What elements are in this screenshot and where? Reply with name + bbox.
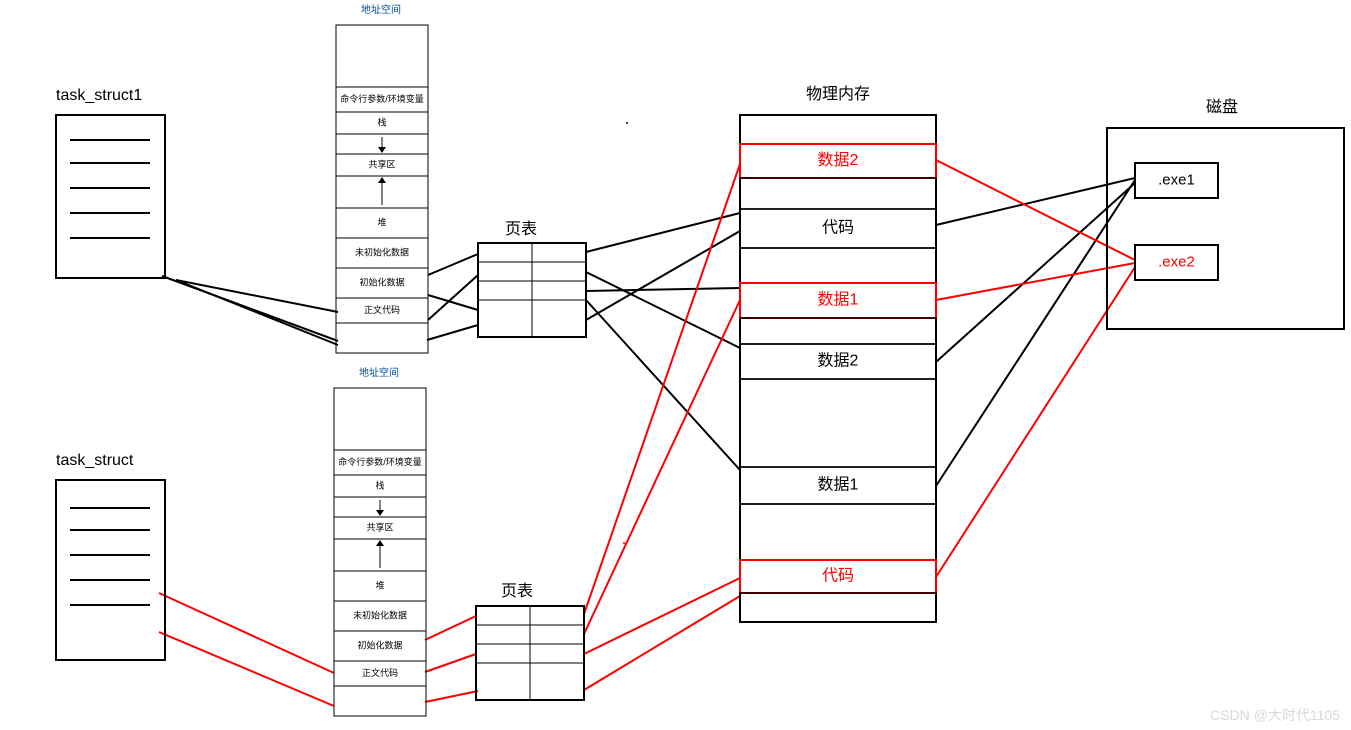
watermark: CSDN @大时代1105 xyxy=(1210,707,1340,723)
addr-space-title: 地址空间 xyxy=(359,366,399,379)
addr-space-cell-label: 堆 xyxy=(375,580,384,590)
edge xyxy=(159,632,334,706)
arrow-up-head xyxy=(378,177,386,183)
edge xyxy=(936,180,1135,486)
edge xyxy=(586,272,740,348)
addr-space-cell-label: 初始化数据 xyxy=(357,639,402,650)
disk-file-label: .exe2 xyxy=(1158,253,1195,270)
addr-space-cell-label: 栈 xyxy=(375,479,384,490)
addr-space-cell-label: 命令行参数/环境变量 xyxy=(340,93,424,104)
addr-space-cell-label: 未初始化数据 xyxy=(353,609,407,620)
edge xyxy=(586,231,740,320)
edge xyxy=(425,616,476,640)
task-struct-label: task_struct1 xyxy=(56,87,142,104)
edge xyxy=(584,300,740,634)
edge xyxy=(428,254,478,275)
edge xyxy=(936,267,1135,577)
phys-mem-cell-label: 数据2 xyxy=(818,151,859,169)
edge xyxy=(159,593,334,673)
phys-mem-cell xyxy=(740,248,936,283)
phys-mem-cell xyxy=(740,178,936,209)
disk-title: 磁盘 xyxy=(1206,97,1238,116)
disk-file-label: .exe1 xyxy=(1158,171,1195,188)
phys-mem-cell xyxy=(740,115,936,144)
arrow-down-head xyxy=(378,147,386,153)
edge xyxy=(936,178,1135,225)
addr-space-title: 地址空间 xyxy=(361,3,401,16)
arrow-up-head xyxy=(376,540,384,546)
addr-space-cell-label: 初始化数据 xyxy=(359,276,404,287)
edge xyxy=(425,691,478,702)
edge xyxy=(936,263,1135,300)
addr-space-cell-label: 堆 xyxy=(377,217,386,227)
phys-mem-cell xyxy=(740,318,936,344)
addr-space-cell-label: 命令行参数/环境变量 xyxy=(338,456,422,467)
addr-space-cell-label: 未初始化数据 xyxy=(355,246,409,257)
phys-mem-cell-label: 代码 xyxy=(822,567,854,585)
addr-space-cell-label: 正文代码 xyxy=(364,304,400,315)
addr-space-cell-label: 共享区 xyxy=(366,521,393,532)
task-struct-label: task_struct xyxy=(56,452,134,469)
arrow-down-head xyxy=(376,510,384,516)
phys-mem-cell xyxy=(740,504,936,560)
edge xyxy=(586,288,740,291)
artifact-dot xyxy=(626,122,628,124)
addr-space-cell-label: 共享区 xyxy=(368,158,395,169)
addr-space-cell-label: 正文代码 xyxy=(362,667,398,678)
page-table-title: 页表 xyxy=(501,582,533,600)
addr-space-cell-label: 栈 xyxy=(377,116,386,127)
phys-mem-cell-label: 数据2 xyxy=(818,352,859,370)
disk-box xyxy=(1107,128,1344,329)
edge xyxy=(584,164,740,614)
phys-mem-cell xyxy=(740,379,936,467)
phys-mem-cell-label: 代码 xyxy=(822,219,854,237)
diagram-canvas: task_struct1task_struct地址空间命令行参数/环境变量栈共享… xyxy=(0,0,1351,730)
phys-mem-title: 物理内存 xyxy=(806,85,870,103)
phys-mem-cell xyxy=(740,593,936,622)
artifact-dot xyxy=(623,542,625,544)
edge xyxy=(427,325,478,340)
edge xyxy=(425,654,476,672)
page-table-title: 页表 xyxy=(505,220,537,238)
edge xyxy=(176,280,338,345)
phys-mem-cell-label: 数据1 xyxy=(818,291,859,309)
phys-mem-cell-label: 数据1 xyxy=(818,476,859,494)
